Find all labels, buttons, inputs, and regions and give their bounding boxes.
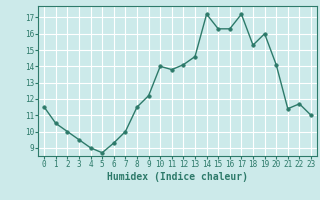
X-axis label: Humidex (Indice chaleur): Humidex (Indice chaleur) [107, 172, 248, 182]
